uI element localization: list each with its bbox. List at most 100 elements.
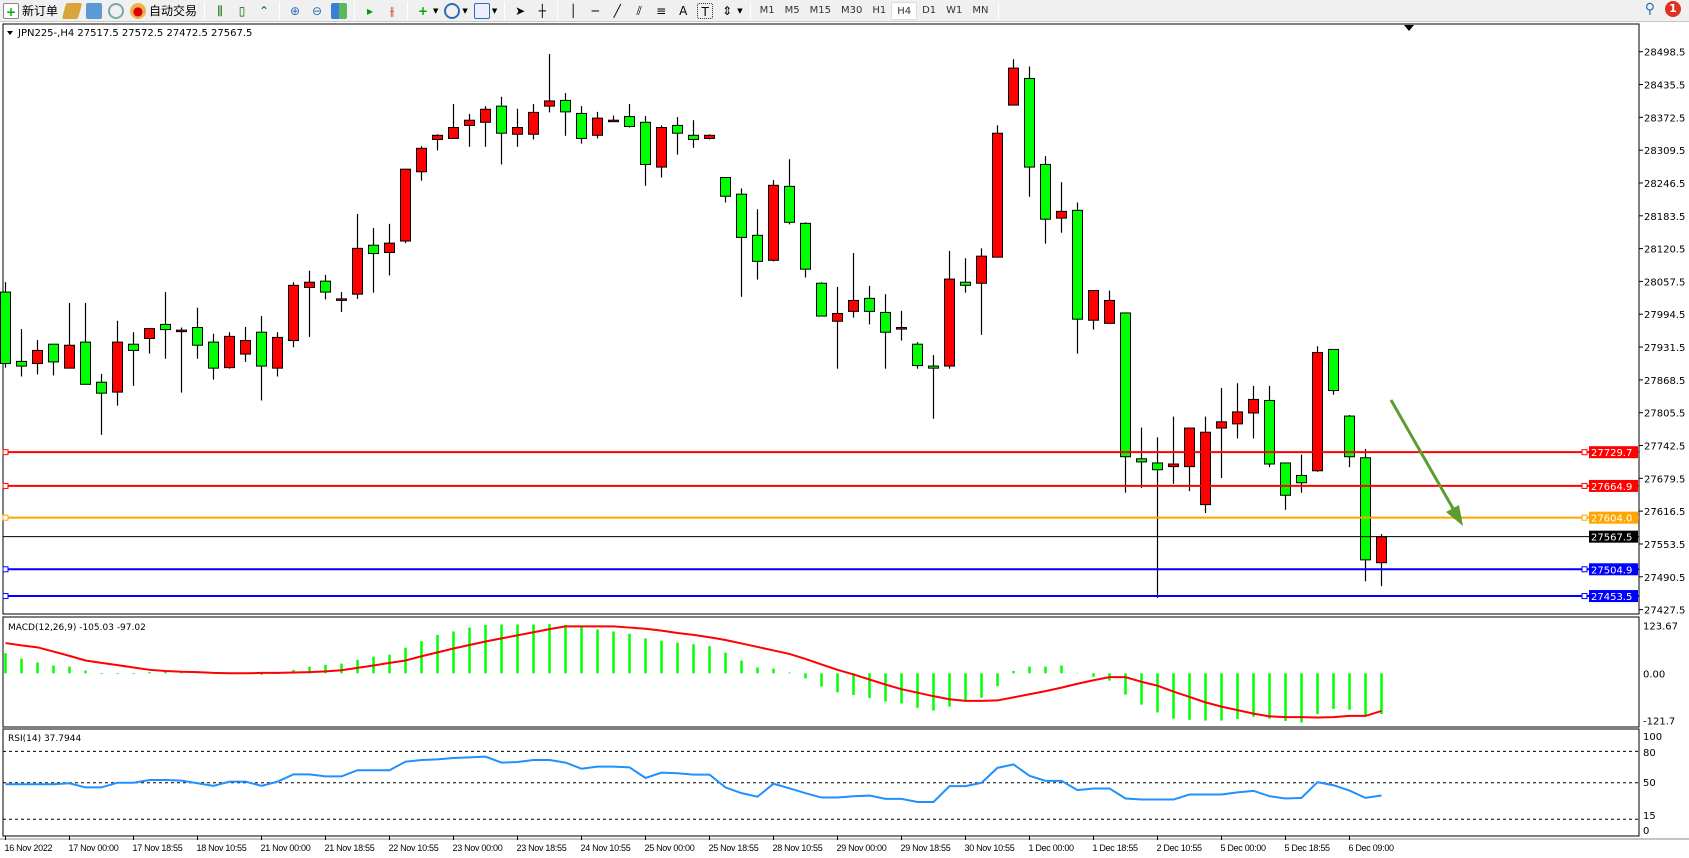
- fibonacci-button[interactable]: ≡: [650, 1, 672, 21]
- candle-body: [272, 336, 283, 369]
- equidistant-channel-icon: ⫽: [636, 3, 642, 18]
- timeframe-w1[interactable]: W1: [946, 4, 963, 16]
- autoscroll-icon: ▸: [367, 3, 374, 18]
- text-label-button[interactable]: T: [694, 1, 716, 21]
- candle-body: [208, 341, 219, 369]
- time-axis-label: 25 Nov 18:55: [709, 843, 759, 853]
- level-price-tag: [1589, 563, 1638, 576]
- candle-body: [384, 242, 395, 254]
- equidistant-channel-button[interactable]: ⫽: [628, 1, 650, 21]
- price-tick-label: 27490.5: [1644, 573, 1685, 584]
- periods-button[interactable]: ▼: [441, 1, 470, 21]
- crosshair-button[interactable]: ┼: [531, 1, 553, 21]
- search-icon[interactable]: ⚲: [1644, 1, 1655, 17]
- time-axis-label: 29 Nov 00:00: [837, 843, 887, 853]
- candle-body: [880, 311, 891, 333]
- candle-body: [800, 222, 811, 270]
- separator: [204, 1, 206, 20]
- auto-trading-button[interactable]: ● 自动交易: [127, 1, 200, 21]
- candle-body: [80, 341, 91, 385]
- time-axis-label: 22 Nov 10:55: [389, 843, 439, 853]
- macd-label: MACD(12,26,9) -105.03 -97.02: [8, 623, 146, 633]
- trendline-button[interactable]: ╱: [606, 1, 628, 21]
- chart-shift-button[interactable]: ⫲: [381, 1, 403, 21]
- candle-body: [672, 124, 683, 134]
- price-tick-label: 28120.5: [1644, 245, 1685, 256]
- line-chart-icon: ⌃: [259, 3, 270, 18]
- notification-badge[interactable]: 1: [1665, 1, 1681, 17]
- timeframe-m1[interactable]: M1: [759, 4, 775, 16]
- main-chart-panel: [2, 23, 1640, 615]
- timeframe-h4[interactable]: H4: [891, 1, 918, 20]
- rsi-axis-label: 50: [1643, 778, 1656, 789]
- crosshair-icon: ┼: [538, 3, 546, 18]
- timeframe-d1[interactable]: D1: [922, 4, 937, 16]
- time-axis-label: 29 Nov 18:55: [901, 843, 951, 853]
- candle-body: [64, 344, 75, 369]
- new-order-button[interactable]: + 新订单: [0, 1, 61, 21]
- new-order-label: 新订单: [22, 4, 59, 18]
- market-watch-icon: [86, 2, 103, 19]
- line-chart-button[interactable]: ⌃: [253, 1, 275, 21]
- candle-body: [1104, 299, 1115, 324]
- templates-icon: [473, 2, 490, 19]
- zoom-out-button[interactable]: ⊖: [306, 1, 328, 21]
- candle-body: [608, 119, 619, 123]
- candle-body: [1312, 352, 1323, 472]
- candle-body: [848, 299, 859, 312]
- horizontal-line-button[interactable]: ─: [584, 1, 606, 21]
- price-tick-label: 28183.5: [1644, 212, 1685, 223]
- header-dropdown-icon: [7, 31, 13, 35]
- timeframe-h1[interactable]: H1: [872, 4, 887, 16]
- candle-body: [1280, 462, 1291, 496]
- tile-windows-button[interactable]: [328, 1, 350, 21]
- autoscroll-button[interactable]: ▸: [359, 1, 381, 21]
- rsi-axis-label: 15: [1643, 811, 1656, 822]
- indicators-button[interactable]: + ▼: [412, 1, 441, 21]
- candle-body: [1120, 312, 1131, 458]
- dropdown-arrow-icon: ▼: [462, 6, 468, 15]
- level-price-tag: [1589, 479, 1638, 492]
- candle-body: [912, 343, 923, 367]
- candlestick-button[interactable]: ▯: [231, 1, 253, 21]
- text-button[interactable]: A: [672, 1, 694, 21]
- indicators-icon: +: [418, 3, 429, 18]
- candle-body: [688, 134, 699, 140]
- cursor-button[interactable]: ➤: [509, 1, 531, 21]
- candle-body: [176, 329, 187, 333]
- timeframe-m30[interactable]: M30: [840, 4, 863, 16]
- arrows-button[interactable]: ⇕ ▼: [716, 1, 745, 21]
- candle-body: [720, 177, 731, 197]
- macd-axis-label: -121.7: [1643, 716, 1675, 727]
- cursor-icon: ➤: [515, 3, 526, 18]
- bar-chart-button[interactable]: ⫼: [209, 1, 231, 21]
- chart-shift-icon: ⫲: [390, 3, 394, 18]
- level-handle: [2, 514, 9, 521]
- separator: [749, 1, 751, 20]
- candle-body: [640, 121, 651, 165]
- gold-button[interactable]: [61, 1, 83, 21]
- timeframe-m15[interactable]: M15: [809, 4, 831, 16]
- arrows-icon: ⇕: [722, 3, 733, 18]
- zoom-in-button[interactable]: ⊕: [284, 1, 306, 21]
- candle-body: [624, 116, 635, 127]
- rsi-label: RSI(14) 37.7944: [8, 734, 81, 744]
- candle-body: [224, 335, 235, 369]
- candle-body: [1376, 536, 1387, 564]
- time-axis-label: 5 Dec 00:00: [1221, 843, 1267, 853]
- signal-button[interactable]: [105, 1, 127, 21]
- separator: [279, 1, 281, 20]
- time-axis-label: 18 Nov 10:55: [197, 843, 247, 853]
- candle-body: [144, 328, 155, 339]
- toolbar: + 新订单 ● 自动交易 ⫼ ▯ ⌃ ⊕ ⊖ ▸ ⫲ + ▼ ▼ ▼ ➤ ┼ │ …: [0, 0, 1689, 22]
- market-watch-button[interactable]: [83, 1, 105, 21]
- templates-button[interactable]: ▼: [471, 1, 500, 21]
- candle-body: [352, 247, 363, 295]
- price-tick-label: 27805.5: [1644, 409, 1685, 420]
- timeframe-m5[interactable]: M5: [784, 4, 800, 16]
- vertical-line-button[interactable]: │: [562, 1, 584, 21]
- candle-body: [832, 312, 843, 322]
- fibonacci-icon: ≡: [656, 3, 667, 18]
- timeframe-mn[interactable]: MN: [972, 4, 989, 16]
